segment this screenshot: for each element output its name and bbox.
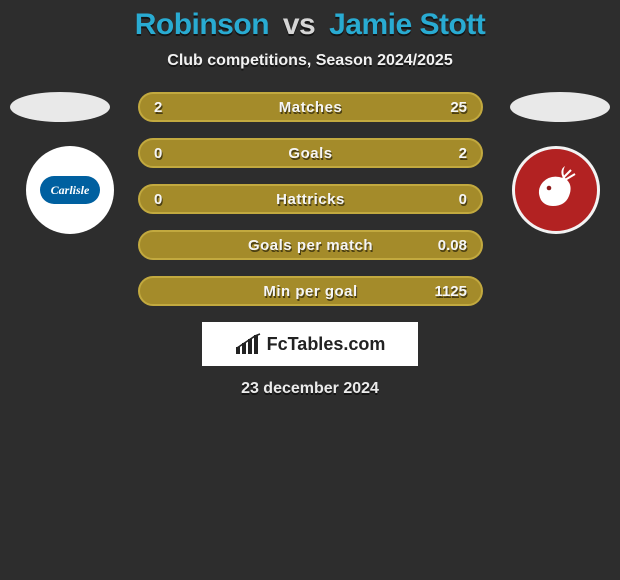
- stat-value-player2: 0.08: [438, 237, 467, 254]
- stat-bar: 0Goals2: [138, 138, 483, 168]
- player1-club-badge: Carlisle: [26, 146, 114, 234]
- stat-value-player1: 0: [154, 191, 162, 208]
- stat-label: Goals per match: [140, 237, 481, 254]
- club1-label: Carlisle: [51, 183, 90, 198]
- stat-value-player2: 2: [459, 145, 467, 162]
- player1-name: Robinson: [135, 8, 269, 41]
- stat-label: Goals: [140, 145, 481, 162]
- subtitle: Club competitions, Season 2024/2025: [0, 52, 620, 70]
- player1-photo-placeholder: [10, 92, 110, 122]
- brand-logo-icon: [235, 333, 261, 355]
- stat-value-player2: 1125: [434, 283, 467, 300]
- player2-name: Jamie Stott: [329, 8, 485, 41]
- player2-club-badge: [512, 146, 600, 234]
- stat-label: Min per goal: [140, 283, 481, 300]
- player2-photo-placeholder: [510, 92, 610, 122]
- stat-bar: Goals per match0.08: [138, 230, 483, 260]
- comparison-area: Carlisle 2Matches250Goals20Hattricks0Goa…: [0, 92, 620, 306]
- title: Robinson vs Jamie Stott: [0, 8, 620, 42]
- stat-value-player2: 25: [450, 99, 467, 116]
- brand-badge: FcTables.com: [202, 322, 418, 366]
- stat-value-player1: 2: [154, 99, 162, 116]
- stat-bars: 2Matches250Goals20Hattricks0Goals per ma…: [138, 92, 483, 306]
- stat-bar: 0Hattricks0: [138, 184, 483, 214]
- brand-text: FcTables.com: [267, 334, 386, 355]
- stat-label: Hattricks: [140, 191, 481, 208]
- club2-logo-icon: [531, 160, 581, 220]
- date-label: 23 december 2024: [0, 380, 620, 398]
- club1-logo: Carlisle: [40, 176, 100, 204]
- stat-value-player1: 0: [154, 145, 162, 162]
- stat-label: Matches: [140, 99, 481, 116]
- stat-bar: Min per goal1125: [138, 276, 483, 306]
- vs-label: vs: [283, 8, 315, 41]
- stat-value-player2: 0: [459, 191, 467, 208]
- widget-root: Robinson vs Jamie Stott Club competition…: [0, 0, 620, 398]
- stat-bar: 2Matches25: [138, 92, 483, 122]
